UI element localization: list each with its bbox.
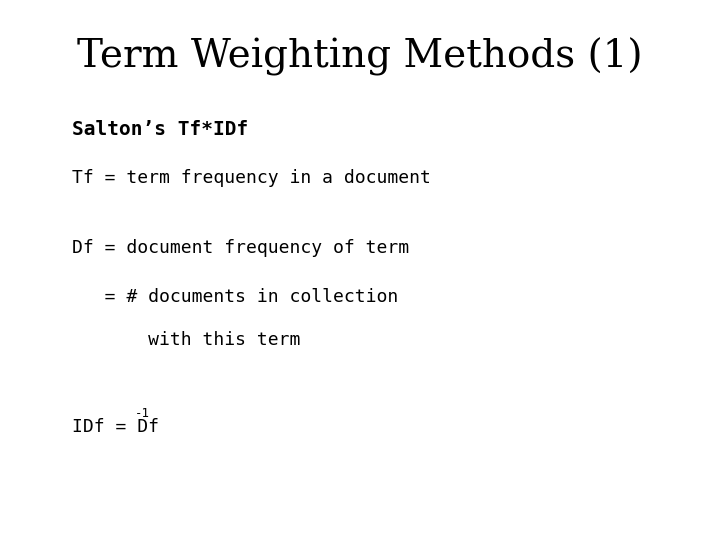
Text: Salton’s Tf*IDf: Salton’s Tf*IDf <box>72 120 248 139</box>
Text: IDf = Df: IDf = Df <box>72 417 159 436</box>
Text: with this term: with this term <box>72 331 300 349</box>
Text: Term Weighting Methods (1): Term Weighting Methods (1) <box>77 38 643 76</box>
Text: = # documents in collection: = # documents in collection <box>72 288 398 306</box>
Text: Tf = term frequency in a document: Tf = term frequency in a document <box>72 169 431 187</box>
Text: Df = document frequency of term: Df = document frequency of term <box>72 239 409 258</box>
Text: -1: -1 <box>135 407 150 420</box>
